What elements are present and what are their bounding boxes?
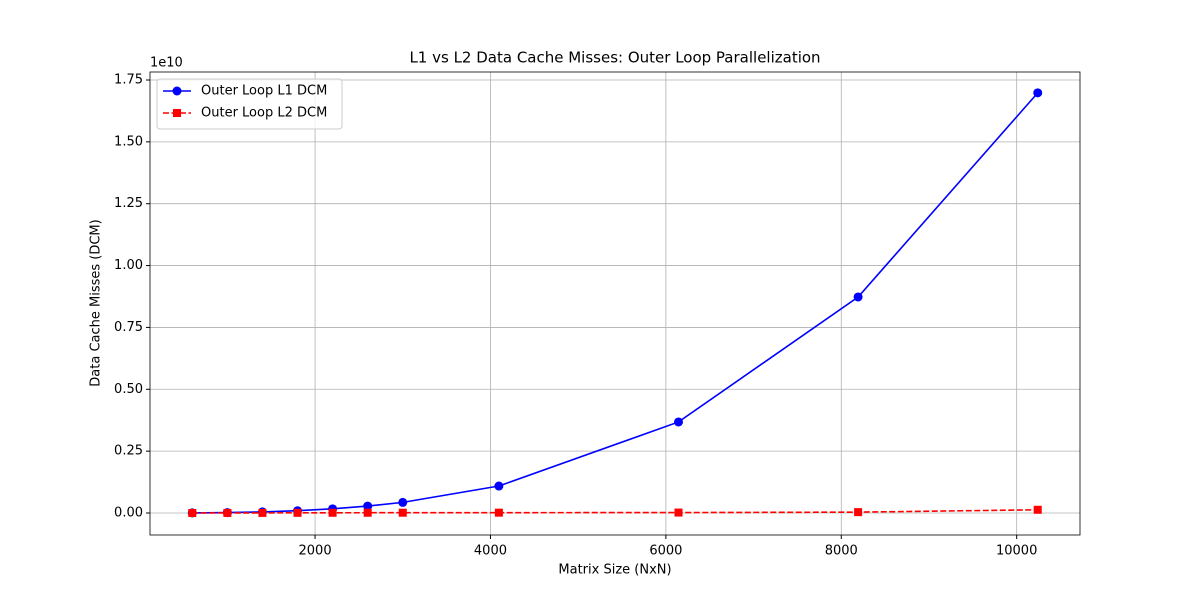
marker: [363, 508, 372, 517]
x-tick-label: 10000: [996, 544, 1037, 559]
legend-label: Outer Loop L2 DCM: [201, 106, 327, 121]
marker: [494, 481, 504, 491]
y-tick-label: 1.75: [114, 72, 143, 87]
marker: [398, 508, 407, 517]
marker: [363, 501, 373, 511]
y-tick-label: 1.25: [114, 196, 143, 211]
chart-title: L1 vs L2 Data Cache Misses: Outer Loop P…: [409, 49, 820, 67]
y-tick-label: 0.50: [114, 382, 143, 397]
marker: [188, 508, 197, 517]
x-tick-label: 4000: [474, 544, 507, 559]
y-tick-label: 0.00: [114, 506, 143, 521]
plot-frame: [149, 71, 1081, 536]
y-tick-label: 1.00: [114, 258, 143, 273]
y-tick-label: 0.25: [114, 444, 143, 459]
x-tick-label: 6000: [649, 544, 682, 559]
legend-marker: [172, 86, 182, 96]
marker: [223, 508, 232, 517]
y-axis-label: Data Cache Misses (DCM): [89, 219, 104, 386]
x-axis-label: Matrix Size (NxN): [558, 563, 671, 578]
marker: [258, 508, 267, 517]
marker: [674, 508, 683, 517]
marker: [293, 508, 302, 517]
marker: [328, 508, 337, 517]
x-tick-label: 8000: [825, 544, 858, 559]
y-tick-label: 0.75: [114, 320, 143, 335]
marker: [1033, 505, 1042, 514]
legend-marker: [173, 109, 181, 117]
y-tick-label: 1.50: [114, 134, 143, 149]
x-tick-label: 2000: [299, 544, 332, 559]
marker: [853, 292, 863, 302]
marker: [494, 508, 503, 517]
marker: [398, 497, 408, 507]
legend-label: Outer Loop L1 DCM: [201, 84, 327, 99]
marker: [1033, 88, 1043, 98]
y-offset-text: 1e10: [150, 56, 183, 71]
marker: [854, 508, 863, 517]
legend-box: [156, 78, 343, 130]
marker: [673, 417, 683, 427]
